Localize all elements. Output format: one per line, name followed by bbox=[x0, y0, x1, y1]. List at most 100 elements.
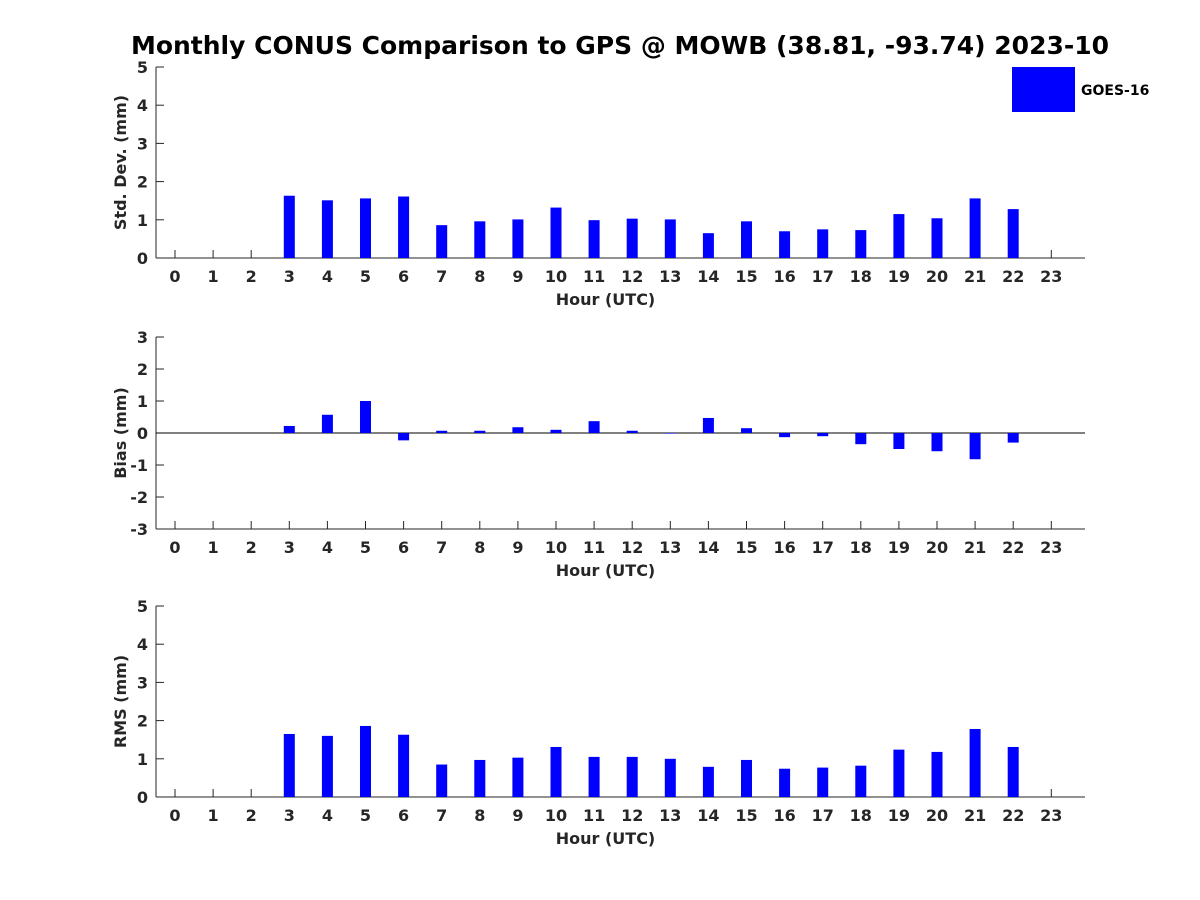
legend-label-goes16: GOES-16 bbox=[1081, 83, 1149, 99]
x-tick-label: 13 bbox=[659, 267, 681, 286]
legend: GOES-16 bbox=[1012, 67, 1149, 112]
x-tick-label: 19 bbox=[888, 538, 910, 557]
bar-hour-16 bbox=[779, 231, 791, 258]
x-tick-label: 18 bbox=[850, 267, 872, 286]
bar-hour-13 bbox=[664, 219, 676, 258]
x-tick-label: 16 bbox=[773, 267, 795, 286]
x-tick-label: 17 bbox=[812, 538, 834, 557]
x-tick-label: 8 bbox=[474, 267, 485, 286]
x-tick-label: 7 bbox=[436, 267, 447, 286]
bar-hour-3 bbox=[283, 733, 295, 797]
bar-hour-7 bbox=[436, 225, 448, 258]
bar-hour-8 bbox=[474, 759, 486, 797]
x-tick-label: 14 bbox=[697, 806, 719, 825]
bar-hour-10 bbox=[550, 429, 562, 433]
y-tick-label: 2 bbox=[137, 173, 148, 192]
figure-title: Monthly CONUS Comparison to GPS @ MOWB (… bbox=[131, 31, 1109, 60]
bar-hour-14 bbox=[702, 233, 714, 258]
bar-hour-12 bbox=[626, 756, 638, 797]
y-tick-label: 0 bbox=[137, 424, 148, 443]
x-tick-label: 0 bbox=[169, 806, 180, 825]
bar-hour-11 bbox=[588, 220, 600, 258]
bar-hour-16 bbox=[779, 768, 791, 797]
y-tick-label: 2 bbox=[137, 712, 148, 731]
x-tick-label: 20 bbox=[926, 538, 948, 557]
x-tick-label: 21 bbox=[964, 806, 986, 825]
y-tick-label: 4 bbox=[137, 96, 148, 115]
x-tick-label: 2 bbox=[246, 538, 257, 557]
x-tick-label: 0 bbox=[169, 538, 180, 557]
x-tick-label: 12 bbox=[621, 806, 643, 825]
bar-hour-17 bbox=[817, 433, 829, 437]
bar-hour-17 bbox=[817, 767, 829, 797]
bar-hour-18 bbox=[855, 765, 867, 797]
x-tick-label: 10 bbox=[545, 267, 567, 286]
bar-hour-14 bbox=[702, 766, 714, 797]
bar-hour-6 bbox=[398, 734, 410, 797]
x-tick-label: 16 bbox=[773, 806, 795, 825]
bar-hour-15 bbox=[741, 428, 752, 433]
y-tick-label: 1 bbox=[137, 392, 148, 411]
x-tick-label: 11 bbox=[583, 806, 605, 825]
bar-hour-22 bbox=[1007, 433, 1019, 443]
x-tick-label: 6 bbox=[398, 806, 409, 825]
y-tick-label: -2 bbox=[130, 488, 148, 507]
bar-hour-6 bbox=[398, 196, 410, 258]
x-tick-label: 2 bbox=[246, 806, 257, 825]
x-tick-label: 23 bbox=[1040, 538, 1062, 557]
x-tick-label: 11 bbox=[583, 267, 605, 286]
x-tick-label: 9 bbox=[512, 267, 523, 286]
legend-swatch-goes16 bbox=[1012, 67, 1075, 112]
bar-hour-8 bbox=[474, 221, 486, 258]
x-tick-label: 5 bbox=[360, 538, 371, 557]
x-tick-label: 6 bbox=[398, 267, 409, 286]
bar-hour-7 bbox=[436, 764, 448, 797]
y-tick-label: 0 bbox=[137, 249, 148, 268]
x-tick-label: 1 bbox=[208, 538, 219, 557]
x-tick-label: 3 bbox=[284, 267, 295, 286]
x-tick-label: 21 bbox=[964, 538, 986, 557]
x-axis-label: Hour (UTC) bbox=[556, 290, 656, 309]
y-tick-label: 0 bbox=[137, 788, 148, 807]
bar-hour-19 bbox=[893, 214, 905, 258]
x-tick-label: 17 bbox=[812, 806, 834, 825]
x-tick-label: 0 bbox=[169, 267, 180, 286]
bar-hour-18 bbox=[855, 433, 867, 445]
bar-hour-12 bbox=[626, 218, 638, 258]
bar-hour-22 bbox=[1007, 209, 1019, 258]
bar-hour-6 bbox=[398, 433, 410, 441]
y-axis-label: RMS (mm) bbox=[111, 655, 130, 748]
x-tick-label: 16 bbox=[773, 538, 795, 557]
bar-hour-3 bbox=[283, 195, 295, 258]
bar-hour-21 bbox=[969, 433, 981, 460]
bar-hour-7 bbox=[436, 430, 448, 433]
bar-hour-13 bbox=[664, 758, 676, 797]
x-tick-label: 12 bbox=[621, 267, 643, 286]
x-tick-label: 13 bbox=[659, 538, 681, 557]
bar-hour-15 bbox=[741, 221, 752, 258]
bar-hour-4 bbox=[321, 414, 333, 433]
x-tick-label: 21 bbox=[964, 267, 986, 286]
x-tick-label: 12 bbox=[621, 538, 643, 557]
bar-hour-9 bbox=[512, 427, 524, 433]
x-tick-label: 8 bbox=[474, 538, 485, 557]
x-tick-label: 14 bbox=[697, 267, 719, 286]
y-tick-label: 1 bbox=[137, 750, 148, 769]
y-tick-label: 3 bbox=[137, 673, 148, 692]
bar-hour-15 bbox=[741, 759, 752, 797]
y-tick-label: 4 bbox=[137, 635, 148, 654]
x-tick-label: 3 bbox=[284, 538, 295, 557]
y-axis-label: Bias (mm) bbox=[111, 387, 130, 479]
bar-hour-10 bbox=[550, 746, 562, 797]
x-tick-label: 19 bbox=[888, 267, 910, 286]
x-tick-label: 9 bbox=[512, 806, 523, 825]
y-tick-label: 3 bbox=[137, 134, 148, 153]
bar-hour-4 bbox=[321, 200, 333, 258]
y-tick-label: 3 bbox=[137, 328, 148, 347]
bar-hour-10 bbox=[550, 207, 562, 258]
x-tick-label: 1 bbox=[208, 806, 219, 825]
x-tick-label: 23 bbox=[1040, 806, 1062, 825]
